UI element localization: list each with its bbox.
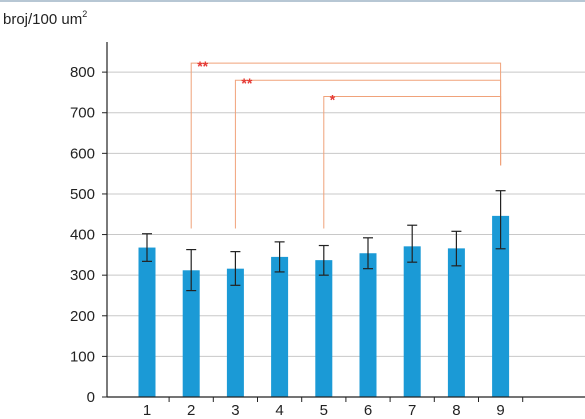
bar	[271, 256, 289, 397]
significance-line	[234, 79, 502, 229]
error-bar	[495, 190, 506, 250]
significance-line	[323, 95, 502, 229]
error-bar	[274, 241, 285, 273]
x-axis-ticks: 1 2 3 4 5 6 7 8 9	[143, 397, 524, 419]
significance-stars: **	[197, 58, 208, 74]
significance-stars: *	[330, 91, 336, 107]
bar	[403, 246, 421, 397]
bar	[447, 248, 465, 397]
x-tick-label: 1	[143, 402, 151, 419]
y-axis-ticks: 0 100 200 300 400 500 600 700 800	[70, 64, 107, 406]
error-bar	[407, 224, 418, 263]
y-tick-label: 400	[70, 227, 95, 244]
x-tick-label: 7	[408, 402, 416, 419]
error-bar	[363, 237, 373, 270]
bar	[359, 253, 377, 397]
y-axis-title-superscript: 2	[82, 9, 87, 19]
error-bar	[230, 251, 241, 286]
y-tick-label: 200	[70, 308, 95, 325]
x-tick-label: 6	[364, 402, 372, 419]
x-tick-label: 5	[320, 402, 328, 419]
bar	[182, 270, 200, 397]
bar	[492, 215, 510, 397]
bars	[138, 215, 510, 397]
significance-stars: **	[241, 75, 252, 91]
x-tick-label: 3	[231, 402, 239, 419]
bar	[138, 247, 156, 397]
y-tick-label: 700	[70, 105, 95, 122]
y-axis-title: broj/100 um2	[3, 9, 87, 28]
significance-bracket: *	[323, 91, 502, 229]
bar	[226, 268, 244, 397]
y-tick-label: 600	[70, 145, 95, 162]
x-tick-label: 2	[187, 402, 195, 419]
error-bar	[451, 230, 462, 267]
y-tick-label: 100	[70, 348, 95, 365]
error-bars	[142, 190, 506, 292]
y-tick-label: 0	[87, 389, 95, 406]
bar	[315, 260, 333, 397]
significance-line	[190, 62, 502, 229]
error-bar	[186, 248, 197, 292]
x-tick-label: 4	[275, 402, 283, 419]
error-bar	[142, 233, 152, 262]
significance-bracket: **	[190, 58, 502, 229]
significance-bracket: **	[234, 75, 502, 229]
y-tick-label: 500	[70, 186, 95, 203]
x-tick-label: 8	[452, 402, 460, 419]
gridlines	[107, 71, 585, 357]
y-tick-label: 300	[70, 267, 95, 284]
significance-brackets: *****	[190, 58, 502, 229]
y-tick-label: 800	[70, 64, 95, 81]
x-tick-label: 9	[496, 402, 504, 419]
error-bar	[318, 244, 329, 276]
